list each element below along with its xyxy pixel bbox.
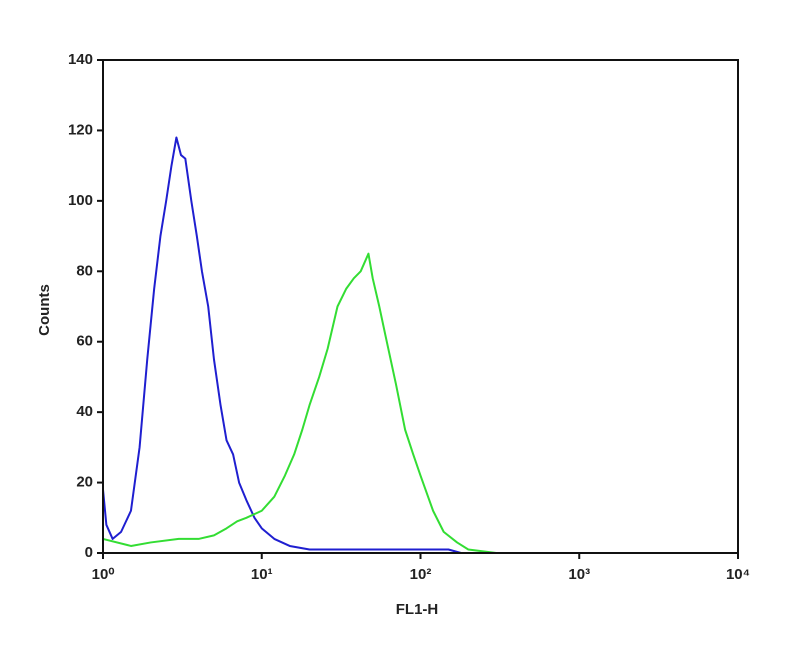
y-tick-label: 0 [85,544,93,561]
x-tick-label: 10³ [568,566,590,583]
series-line [102,136,462,554]
y-tick-label: 20 [76,474,93,491]
x-tick-label: 10¹ [251,566,273,583]
series-line [102,252,738,554]
plot-frame [102,59,739,554]
y-tick-label: 40 [76,403,93,420]
y-tick-label: 80 [76,262,93,279]
x-tick-label: 10⁰ [92,566,115,583]
x-axis-label: FL1-H [396,601,439,618]
y-tick-label: 140 [68,51,93,68]
y-tick-label: 100 [68,192,93,209]
y-axis-label: Counts [36,284,53,336]
y-tick-label: 120 [68,121,93,138]
x-tick-label: 10² [410,566,432,583]
x-tick-label: 10⁴ [726,566,750,583]
y-tick-label: 60 [76,333,93,350]
